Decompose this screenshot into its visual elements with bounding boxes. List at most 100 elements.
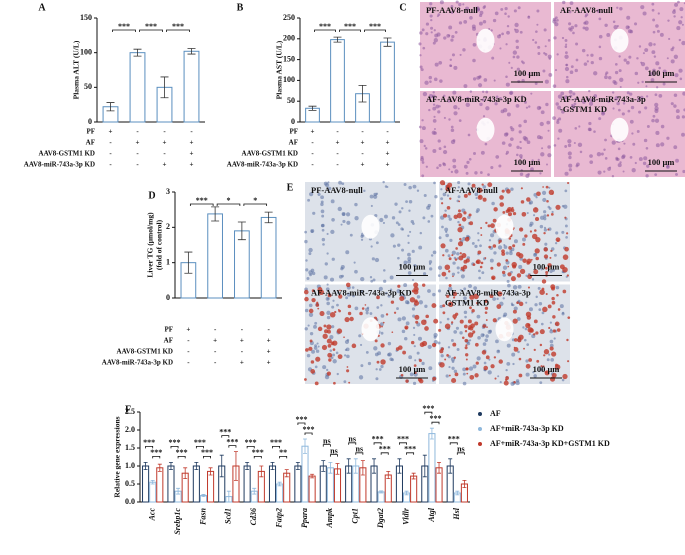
lipid-droplet	[481, 350, 487, 355]
nucleus	[377, 351, 382, 356]
nucleus	[536, 23, 539, 26]
nucleus	[565, 75, 569, 79]
nucleus	[463, 287, 467, 291]
lipid-droplet	[556, 293, 559, 297]
micrograph-label: AF-AAV8-miR-743a-3p KD	[426, 94, 527, 104]
nucleus	[397, 223, 401, 226]
nucleus	[423, 193, 427, 198]
nucleus	[653, 43, 656, 46]
nucleus	[614, 63, 618, 66]
lipid-droplet	[421, 340, 428, 347]
nucleus	[557, 137, 560, 140]
nucleus	[644, 106, 648, 110]
y-tick-label: 150	[80, 13, 92, 22]
bar	[260, 216, 277, 299]
nucleus	[353, 261, 356, 264]
error-bar	[379, 490, 384, 494]
lipid-droplet	[441, 271, 447, 277]
nucleus	[573, 141, 576, 145]
lipid-droplet	[465, 358, 468, 361]
nucleus	[465, 6, 470, 11]
nucleus	[437, 139, 441, 143]
lipid-droplet	[343, 336, 345, 339]
nucleus	[428, 99, 432, 102]
nucleus	[421, 119, 424, 122]
nucleus	[673, 15, 676, 18]
nucleus	[355, 191, 358, 194]
nucleus	[502, 273, 506, 277]
nucleus	[480, 150, 485, 155]
nucleus	[550, 358, 554, 362]
nucleus	[638, 110, 642, 114]
nucleus	[360, 290, 364, 293]
nucleus	[600, 111, 606, 116]
lipid-droplet	[339, 289, 341, 292]
nucleus	[419, 139, 424, 144]
lipid-droplet	[440, 202, 444, 205]
nucleus	[336, 303, 339, 307]
significance-label: *	[253, 196, 257, 205]
condition-label: AF	[86, 139, 95, 147]
lipid-droplet	[346, 366, 349, 368]
nucleus	[337, 291, 340, 295]
nucleus	[577, 142, 583, 148]
vessel	[476, 28, 495, 53]
nucleus	[565, 51, 568, 55]
significance-bracket	[145, 446, 154, 449]
error-bar	[237, 221, 246, 241]
nucleus	[447, 99, 451, 103]
nucleus	[326, 283, 329, 286]
nucleus	[380, 364, 384, 369]
nucleus	[422, 272, 427, 276]
nucleus	[455, 326, 460, 330]
nucleus	[316, 342, 319, 345]
lipid-droplet	[467, 332, 474, 338]
nucleus	[331, 325, 335, 329]
nucleus	[450, 170, 454, 174]
nucleus	[360, 238, 364, 241]
nucleus	[332, 353, 336, 357]
lipid-droplet	[454, 372, 459, 377]
nucleus	[462, 381, 467, 386]
lipid-droplet	[485, 221, 488, 225]
nucleus	[414, 359, 417, 362]
nucleus	[553, 36, 557, 40]
nucleus	[358, 375, 364, 380]
nucleus	[540, 110, 545, 115]
nucleus	[466, 342, 471, 346]
lipid-droplet	[494, 377, 497, 380]
nucleus	[481, 271, 485, 275]
nucleus	[680, 16, 683, 19]
nucleus	[534, 41, 538, 44]
nucleus	[403, 183, 407, 187]
nucleus	[422, 216, 426, 220]
nucleus	[445, 230, 448, 234]
significance-label: **	[279, 448, 287, 457]
y-tick-label: 2.5	[125, 407, 135, 416]
significance-label: ***	[344, 22, 356, 31]
nucleus	[564, 189, 568, 193]
x-tick-label: Fasn	[198, 507, 207, 525]
nucleus	[429, 6, 433, 10]
x-tick-label: Cd36	[249, 508, 258, 525]
significance-label: ***	[369, 22, 381, 31]
lipid-droplet	[502, 210, 506, 214]
lipid-droplet	[316, 301, 319, 304]
nucleus	[537, 286, 541, 290]
lipid-droplet	[527, 323, 531, 327]
lipid-droplet	[541, 279, 547, 284]
bar	[207, 213, 223, 299]
nucleus	[468, 284, 472, 288]
nucleus	[513, 28, 516, 31]
nucleus	[321, 237, 326, 242]
nucleus	[588, 89, 591, 93]
nucleus	[525, 274, 528, 277]
nucleus	[444, 248, 449, 253]
nucleus	[543, 28, 547, 32]
condition-label: AAV8-miR-743a-3p KD	[227, 161, 298, 169]
nucleus	[440, 197, 444, 201]
lipid-droplet	[453, 356, 457, 359]
nucleus	[320, 202, 324, 207]
nucleus	[340, 223, 343, 226]
nucleus	[473, 152, 476, 156]
